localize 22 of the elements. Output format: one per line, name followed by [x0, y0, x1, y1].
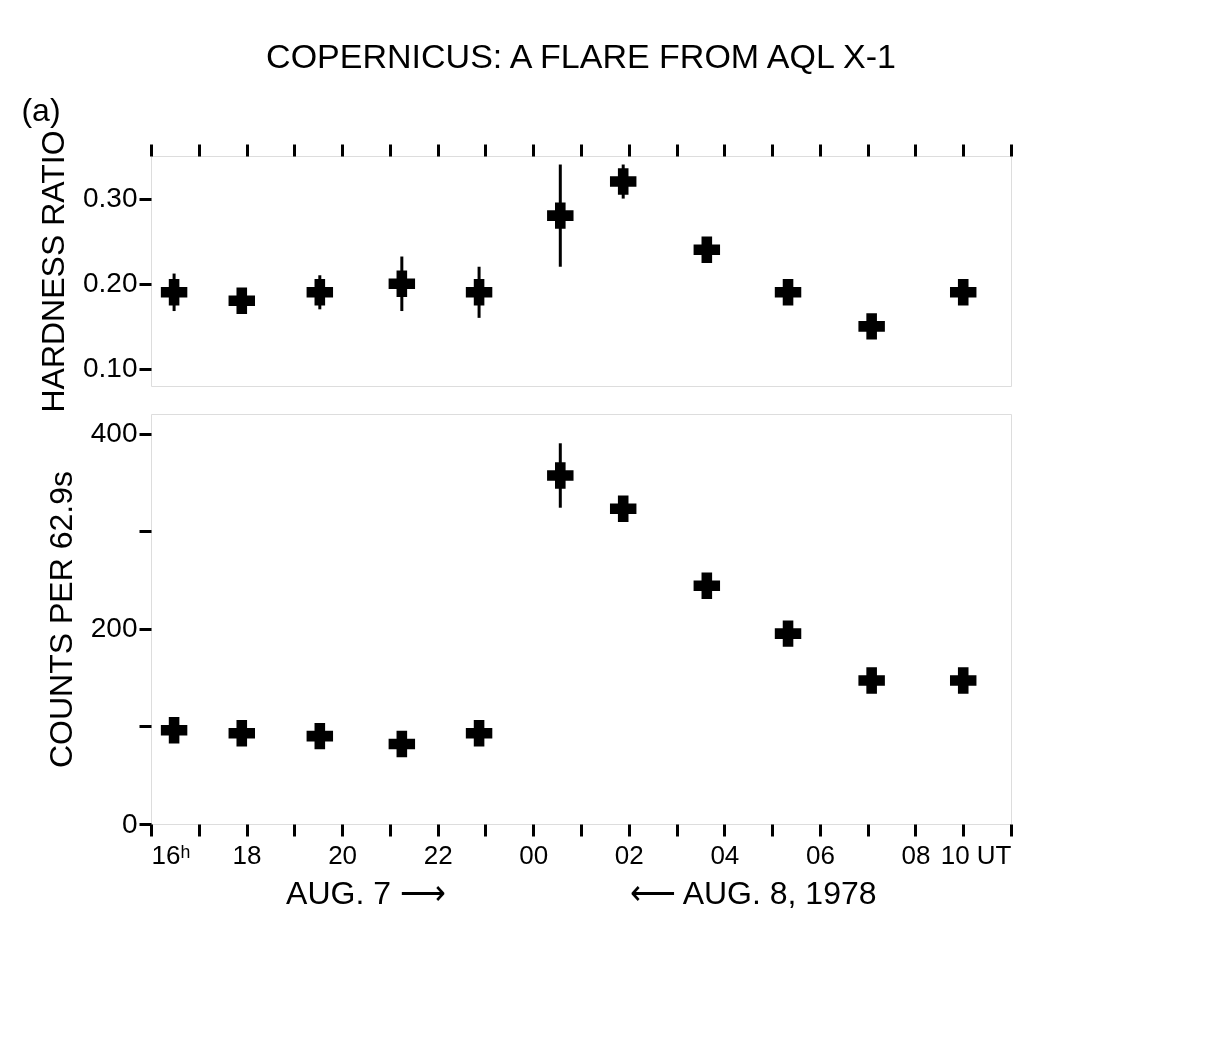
y-tick-label: 200	[90, 612, 138, 644]
text: (a)	[21, 92, 61, 128]
y-tick-label: 400	[90, 417, 138, 449]
x-tick-label: 00	[519, 839, 549, 870]
y-tick-label: 0.10	[83, 352, 138, 384]
x-tick-label: 08	[901, 839, 931, 870]
y-tick-label: 0.30	[83, 182, 138, 214]
x-tick-label: 18	[232, 839, 262, 870]
y-axis-title: COUNTS PER 62.9s	[42, 471, 79, 768]
x-tick-label: 20	[328, 839, 358, 870]
y-tick-label: 0	[121, 807, 138, 839]
x-tick-label: 10 UT	[940, 839, 1012, 870]
y-tick-label: 0.20	[83, 267, 138, 299]
text: AUG. 7 ⟶	[286, 875, 446, 911]
x-tick-label: 06	[805, 839, 835, 870]
x-tick-label: 16ʰ	[151, 839, 191, 870]
y-axis-title: HARDNESS RATIO	[35, 130, 71, 413]
chart-title: COPERNICUS: A FLARE FROM AQL X-1	[266, 37, 896, 75]
x-tick-label: 04	[710, 839, 740, 870]
text: ⟵ AUG. 8, 1978	[629, 875, 877, 911]
x-tick-label: 02	[614, 839, 644, 870]
x-tick-label: 22	[423, 839, 453, 870]
